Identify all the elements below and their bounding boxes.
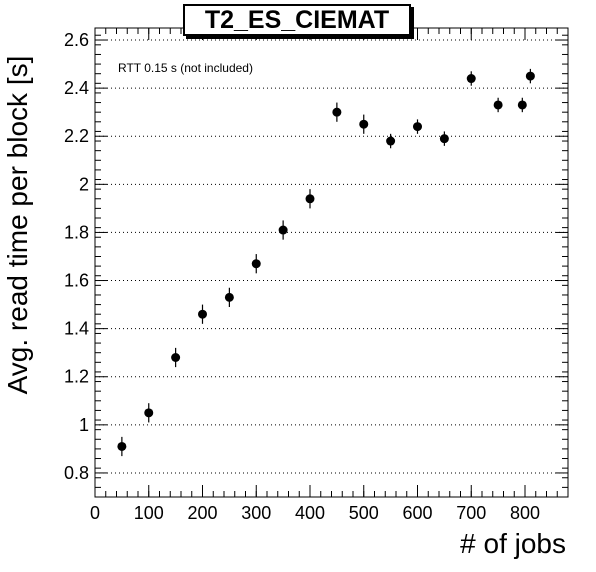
marker xyxy=(466,74,476,84)
data-point xyxy=(144,403,154,423)
axis-ticks xyxy=(94,28,569,498)
y-tick-label: 0.8 xyxy=(64,463,89,483)
marker xyxy=(171,353,181,363)
y-axis-label: Avg. read time per block [s] xyxy=(2,55,33,395)
x-tick-label: 300 xyxy=(241,503,271,523)
x-tick-label: 400 xyxy=(295,503,325,523)
data-point xyxy=(525,68,535,84)
data-points xyxy=(117,68,535,457)
data-point xyxy=(439,131,449,146)
y-tick-label: 2.2 xyxy=(64,126,89,146)
marker xyxy=(413,122,422,132)
marker xyxy=(493,100,503,110)
data-point xyxy=(517,97,527,113)
marker xyxy=(144,408,154,418)
chart-title: T2_ES_CIEMAT xyxy=(183,4,411,36)
marker xyxy=(305,194,315,204)
marker xyxy=(224,292,234,302)
marker xyxy=(386,136,396,146)
x-tick-label: 700 xyxy=(456,503,486,523)
y-tick-label: 1.4 xyxy=(64,319,89,339)
y-tick-label: 2.4 xyxy=(64,78,89,98)
y-tick-label: 1.2 xyxy=(64,367,89,387)
x-tick-label: 500 xyxy=(349,503,379,523)
x-tick-label: 100 xyxy=(134,503,164,523)
plot-frame xyxy=(94,27,569,498)
x-tick-label: 600 xyxy=(402,503,432,523)
x-tick-label: 800 xyxy=(510,503,540,523)
data-point xyxy=(224,287,234,307)
data-point xyxy=(359,114,369,134)
tick-labels: 0.8 1 1.2 1.4 1.6 1.8 2 2.2 2.4 2.6 0 100 200 300 400 5… xyxy=(64,30,540,523)
data-point xyxy=(117,436,127,457)
marker xyxy=(525,71,535,81)
y-tick-label: 2.6 xyxy=(64,30,89,50)
marker xyxy=(198,309,207,319)
marker xyxy=(359,119,369,129)
annotation-text: RTT 0.15 s (not included) xyxy=(118,61,253,75)
data-point xyxy=(278,220,288,240)
y-tick-label: 1.6 xyxy=(64,271,89,291)
y-tick-label: 1 xyxy=(79,415,89,435)
data-point xyxy=(251,254,261,274)
data-point xyxy=(332,102,342,122)
marker xyxy=(332,107,342,117)
data-point xyxy=(466,71,476,86)
marker xyxy=(439,134,449,144)
data-point xyxy=(305,189,315,209)
grid xyxy=(95,39,568,474)
marker xyxy=(117,441,127,451)
marker xyxy=(251,259,261,269)
y-tick-label: 1.8 xyxy=(64,222,89,242)
y-tick-label: 2 xyxy=(79,174,89,194)
data-point xyxy=(386,133,396,149)
data-point xyxy=(413,119,422,134)
marker xyxy=(278,225,288,235)
data-point xyxy=(493,97,503,113)
x-axis-label: # of jobs xyxy=(460,528,566,559)
x-tick-label: 200 xyxy=(187,503,217,523)
data-point xyxy=(171,347,181,368)
marker xyxy=(517,100,527,110)
data-point xyxy=(198,304,207,324)
x-tick-label: 0 xyxy=(90,503,100,523)
